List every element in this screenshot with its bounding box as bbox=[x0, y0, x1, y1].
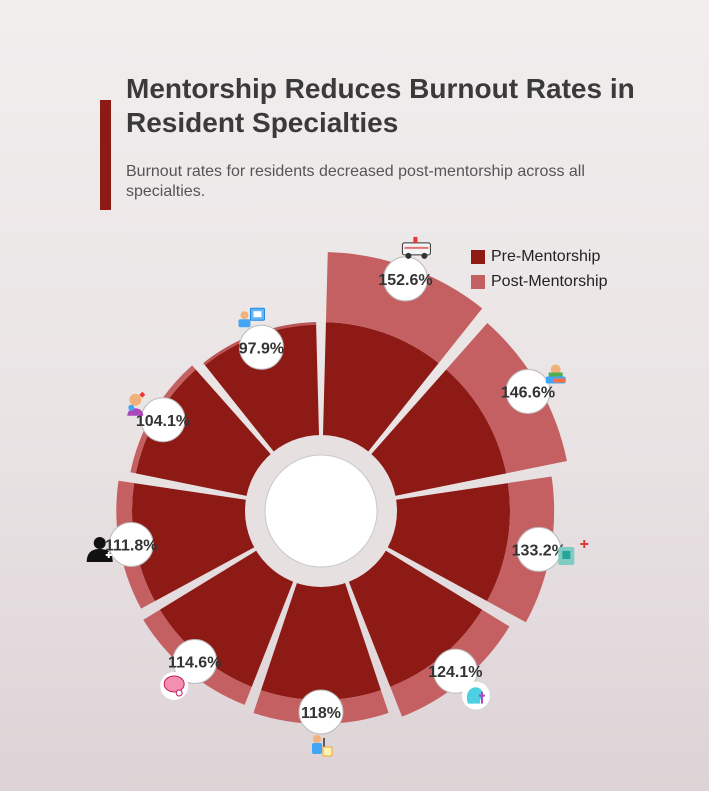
legend-item-post: Post-Mentorship bbox=[471, 269, 608, 294]
value-label-bubble bbox=[298, 689, 344, 735]
value-label: 152.6% bbox=[378, 272, 432, 289]
bar-post-mentorship bbox=[325, 252, 483, 364]
bar-pre-mentorship bbox=[261, 564, 381, 700]
bar-pre-mentorship bbox=[358, 369, 507, 500]
radiology-icon bbox=[558, 539, 589, 565]
title-accent-bar bbox=[100, 100, 111, 210]
value-label-bubble bbox=[382, 256, 428, 302]
value-label: 118% bbox=[301, 705, 341, 722]
value-label-bubble bbox=[432, 648, 478, 694]
legend-label-pre: Pre-Mentorship bbox=[491, 247, 601, 265]
value-label: 133.2% bbox=[512, 542, 566, 559]
value-label-bubble bbox=[108, 521, 154, 567]
value-label: 124.1% bbox=[428, 664, 482, 681]
center-disc bbox=[264, 454, 378, 568]
bar-post-mentorship bbox=[130, 365, 196, 474]
psychiatry-icon bbox=[461, 681, 490, 710]
value-label: 104.1% bbox=[136, 413, 190, 430]
legend-swatch-pre bbox=[471, 249, 485, 264]
value-label: 111.8% bbox=[105, 537, 158, 554]
bar-pre-mentorship bbox=[132, 483, 272, 602]
value-label-bubble bbox=[140, 397, 186, 443]
value-label-bubble bbox=[505, 369, 551, 415]
pediatrics-icon bbox=[312, 734, 333, 757]
legend-swatch-post bbox=[471, 274, 485, 289]
value-label-bubble bbox=[238, 324, 284, 370]
value-label-bubble bbox=[172, 638, 218, 684]
value-label: 146.6% bbox=[501, 385, 555, 402]
brain-icon bbox=[160, 671, 189, 700]
bar-pre-mentorship bbox=[341, 540, 483, 687]
obstetrics-icon bbox=[127, 391, 146, 416]
surgeon-icon bbox=[545, 364, 566, 384]
doctor-icon bbox=[86, 537, 113, 563]
ambulance-icon bbox=[401, 236, 431, 259]
legend-item-pre: Pre-Mentorship bbox=[471, 244, 608, 269]
chart-subtitle: Burnout rates for residents decreased po… bbox=[126, 163, 585, 200]
chart-title: Mentorship Reduces Burnout Rates in Resi… bbox=[126, 73, 635, 138]
bar-pre-mentorship bbox=[322, 322, 439, 468]
bar-pre-mentorship bbox=[203, 322, 320, 468]
family-medicine-icon bbox=[238, 307, 265, 328]
value-label: 114.6% bbox=[168, 654, 221, 671]
bar-post-mentorship bbox=[116, 480, 155, 609]
bar-pre-mentorship bbox=[370, 483, 510, 602]
value-label: 97.9% bbox=[239, 340, 284, 357]
legend: Pre-Mentorship Post-Mentorship bbox=[471, 244, 608, 294]
legend-label-post: Post-Mentorship bbox=[491, 272, 608, 290]
